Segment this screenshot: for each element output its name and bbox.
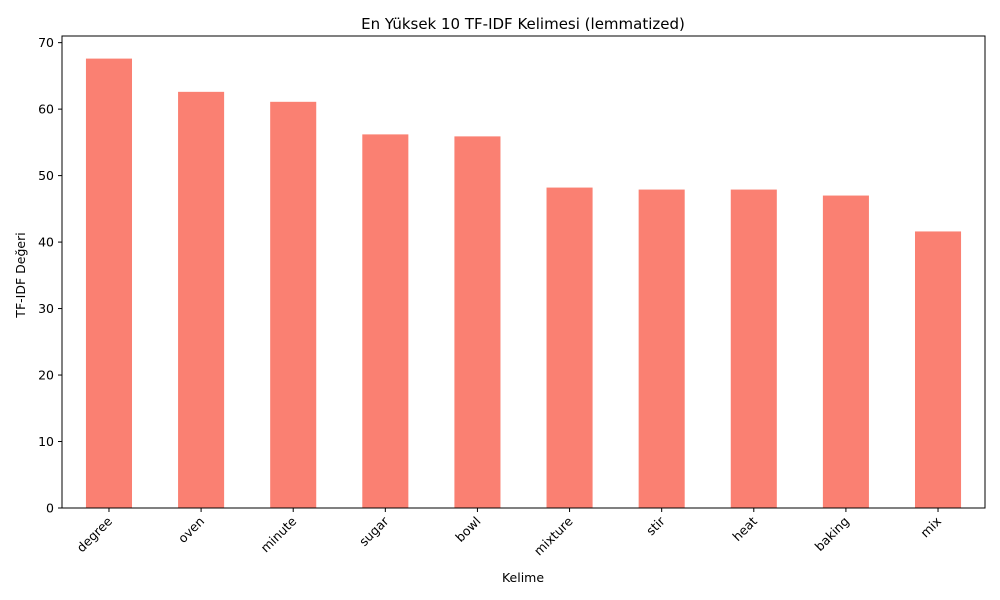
y-tick-label: 10 [38,434,54,449]
x-tick-label: heat [729,513,760,544]
bar-degree [85,58,133,509]
y-axis: 0 10 20 30 40 50 60 70 [38,35,62,516]
y-tick-label: 60 [38,102,54,117]
bar-mixture [546,187,593,508]
bar-minute [270,101,317,508]
bar-baking [822,195,869,508]
x-tick-label: degree [74,513,116,555]
y-tick-label: 0 [46,501,54,516]
y-tick-label: 50 [38,168,54,183]
y-tick-label: 40 [38,235,54,250]
bar-bowl [454,136,501,508]
x-tick-label: mixture [531,513,576,558]
x-tick-label: minute [258,513,300,555]
x-axis: degree oven minute sugar bowl mixture stir heat… [74,508,944,558]
x-tick-label: sugar [356,513,392,549]
x-tick-label: oven [175,514,207,546]
bars-group [85,58,962,509]
x-tick-label: mix [917,514,944,541]
bar-mix [914,231,962,509]
x-tick-label: bowl [452,514,483,545]
y-tick-label: 70 [38,35,54,50]
x-axis-label: Kelime [502,570,544,585]
plot-frame [61,35,986,509]
bar-heat [730,189,777,508]
y-tick-label: 20 [38,368,54,383]
bar-stir [638,189,685,508]
y-axis-label: TF-IDF Değeri [13,232,28,318]
x-tick-label: baking [812,514,852,554]
bar-oven [178,91,225,508]
bar-sugar [362,134,409,508]
y-tick-label: 30 [38,301,54,316]
chart-title: En Yüksek 10 TF-IDF Kelimesi (lemmatized… [361,15,685,33]
x-tick-label: stir [643,513,668,538]
